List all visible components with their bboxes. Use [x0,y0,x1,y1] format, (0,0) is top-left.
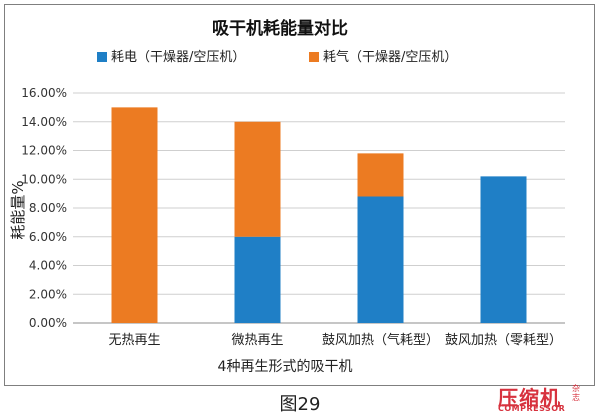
y-tick-labels: 0.00% 2.00% 4.00% 6.00% 8.00% 10.00% 12.00% 14.… [21,86,67,330]
x-axis-label: 4种再生形式的吸干机 [218,359,353,375]
x-tick-label: 无热再生 [108,333,160,348]
y-tick-label: 6.00% [29,230,67,244]
y-tick-label: 4.00% [29,259,67,273]
y-tick-label: 8.00% [29,201,67,215]
y-tick-label: 12.00% [21,144,67,158]
chart-svg: 吸干机耗能量对比 耗电（干燥器/空压机） 耗气（干燥器/空压机） 耗能量% 0.… [9,18,565,375]
bar-electricity [480,176,527,323]
figure-caption: 图29 [279,394,321,415]
y-tick-label: 10.00% [21,172,67,186]
bar-electricity [234,236,281,323]
bar-air [234,121,281,237]
logo-main-text: 压缩机 [498,386,561,410]
bars [111,107,527,323]
chart-frame: 吸干机耗能量对比 耗电（干燥器/空压机） 耗气（干燥器/空压机） 耗能量% 0.… [4,4,595,386]
x-tick-label: 鼓风加热（零耗型） [445,333,562,348]
x-tick-label: 微热再生 [231,333,283,348]
y-tick-label: 2.00% [29,287,67,301]
y-tick-label: 14.00% [21,115,67,129]
legend-swatch-air [309,52,319,62]
legend-label-electric: 耗电（干燥器/空压机） [111,50,245,65]
y-tick-label: 0.00% [29,316,67,330]
y-axis-label: 耗能量% [9,180,27,239]
publisher-logo: 压缩机 杂志 COMPRESSOR [498,382,594,416]
bar-air [357,153,404,197]
logo-sub-text: COMPRESSOR [498,404,566,413]
x-tick-label: 鼓风加热（气耗型） [322,332,439,348]
bar-air [111,107,158,323]
legend-label-air: 耗气（干燥器/空压机） [323,49,457,65]
x-tick-labels: 无热再生 微热再生 鼓风加热（气耗型） 鼓风加热（零耗型） [108,332,562,348]
chart-title: 吸干机耗能量对比 [212,18,348,39]
y-tick-label: 16.00% [21,86,67,100]
logo-side-text: 杂志 [572,384,580,402]
legend-swatch-electric [97,52,107,62]
legend: 耗电（干燥器/空压机） 耗气（干燥器/空压机） [97,49,457,65]
bar-electricity [357,196,404,323]
